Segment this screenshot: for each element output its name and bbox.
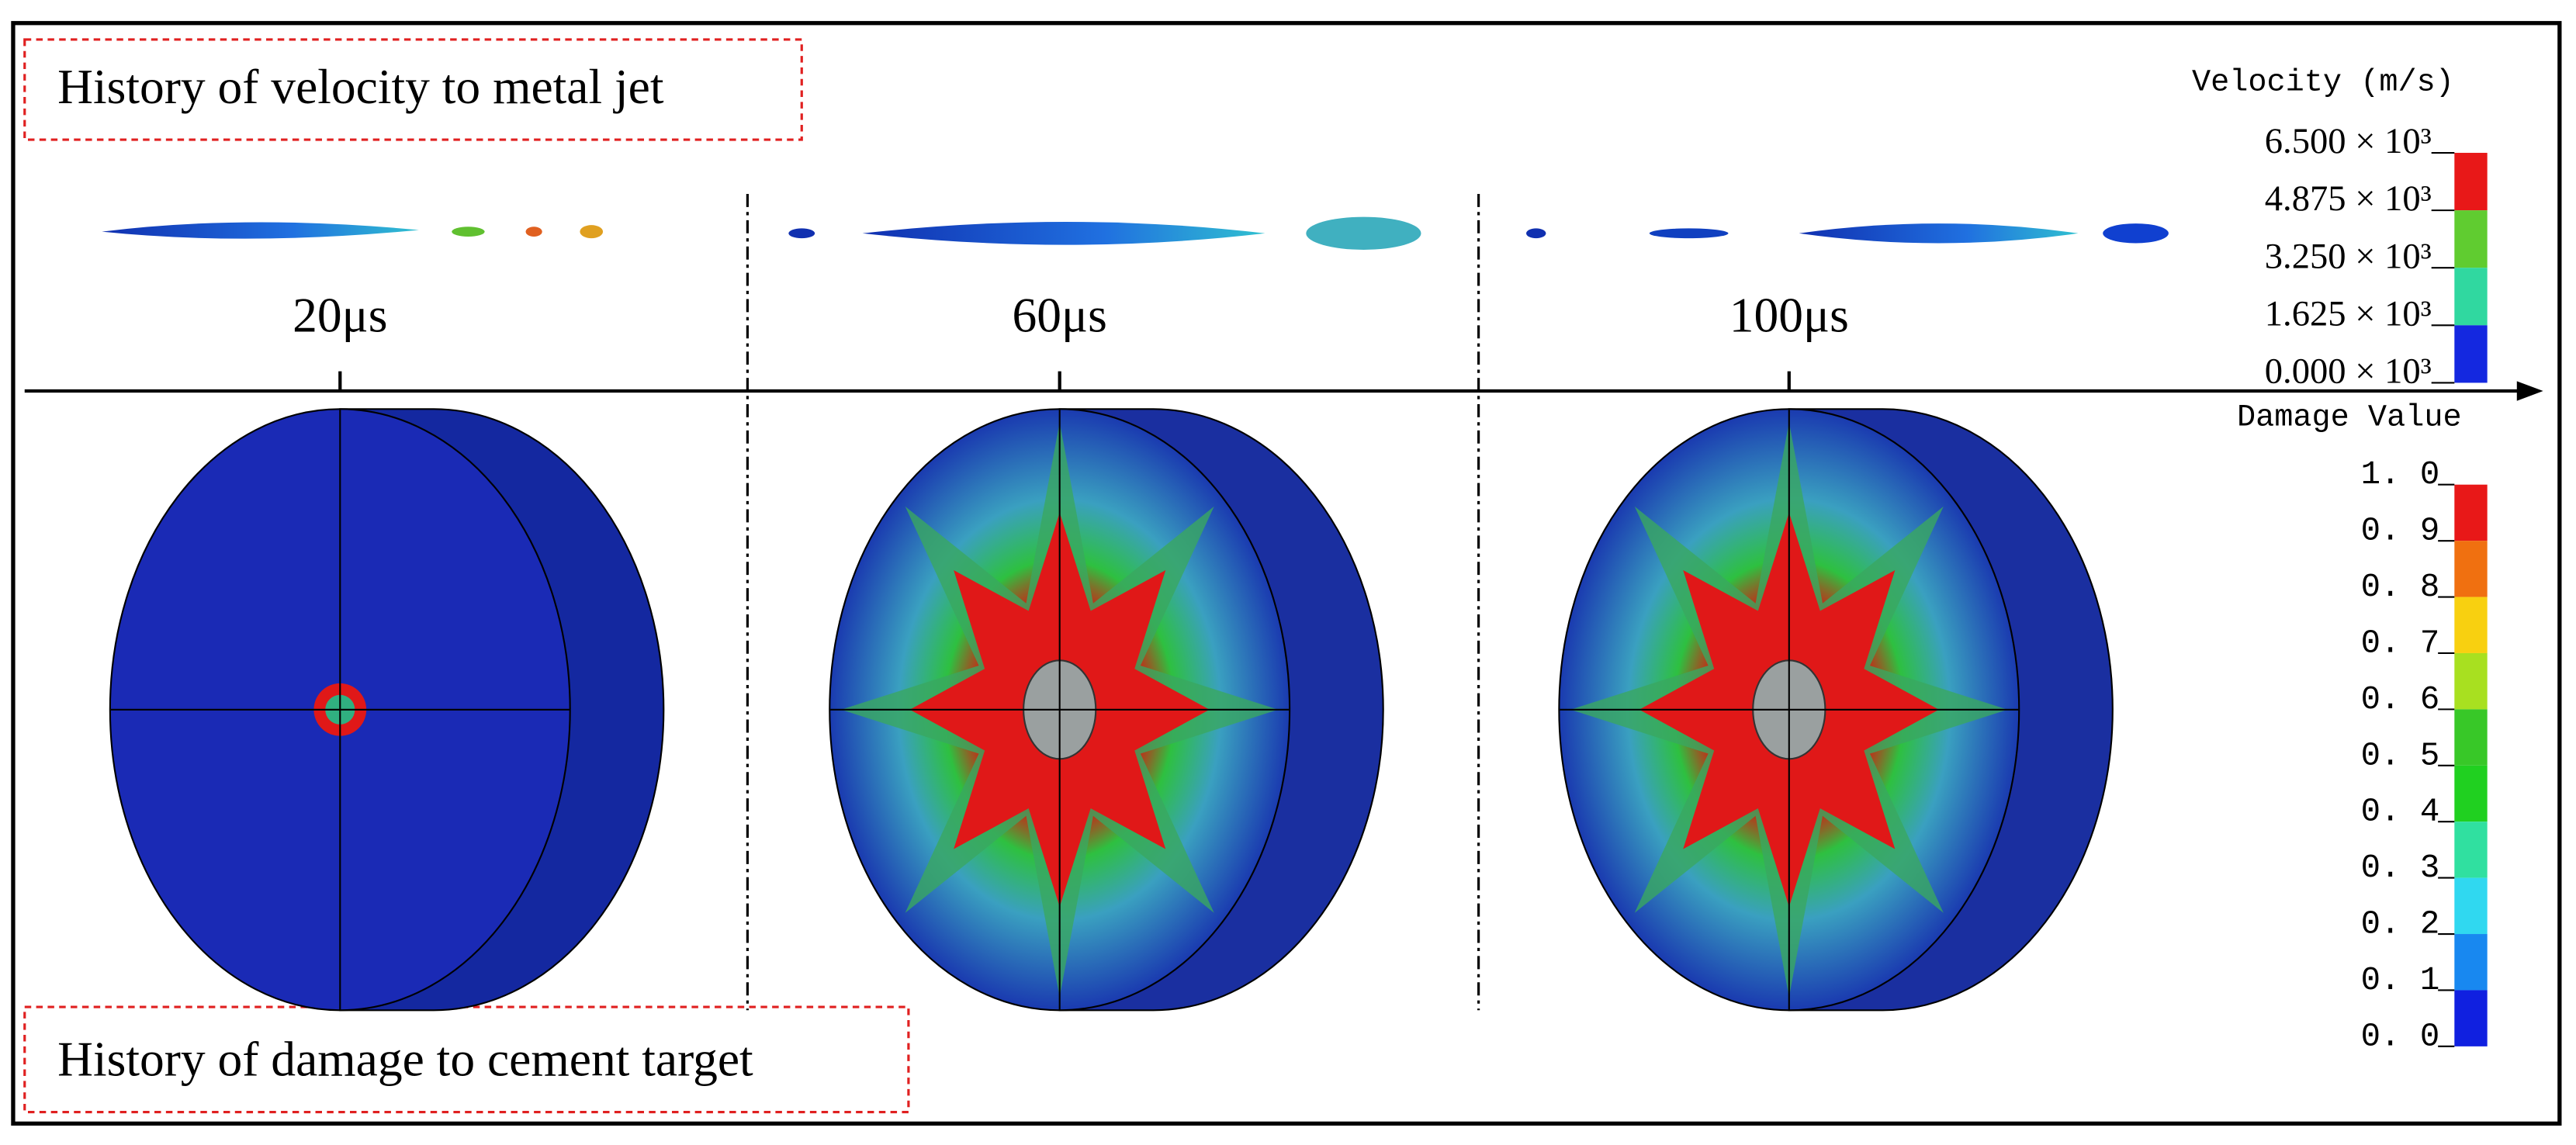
- jet: [452, 227, 485, 237]
- legend-label: 0. 9: [2361, 513, 2440, 550]
- legend-label: 0. 2: [2361, 906, 2440, 943]
- time-labels: 20μs 60μs 100μs: [293, 288, 1849, 392]
- time-label: 20μs: [293, 288, 387, 343]
- legend-label: 1.625 × 10³: [2265, 293, 2432, 334]
- jet: [788, 228, 815, 239]
- legend-swatch: [2454, 652, 2488, 710]
- time-label: 100μs: [1729, 288, 1849, 343]
- legend-label: 0. 4: [2361, 794, 2440, 831]
- jet: [580, 225, 604, 239]
- legend-swatch: [2454, 934, 2488, 991]
- frame: [11, 21, 2562, 1126]
- time-label: 60μs: [1013, 288, 1107, 343]
- legend-swatch: [2454, 822, 2488, 878]
- legend-title: Velocity (m/s): [2192, 66, 2454, 101]
- legend-label: 3.250 × 10³: [2265, 236, 2432, 276]
- legend-label: 0. 1: [2361, 962, 2440, 999]
- legend-swatch: [2454, 484, 2488, 541]
- legend-swatch: [2454, 541, 2488, 597]
- discs: [109, 408, 2114, 1012]
- legend-label: 6.500 × 10³: [2265, 121, 2432, 161]
- legend-label: 0. 0: [2361, 1018, 2440, 1055]
- legend-swatch: [2454, 325, 2488, 383]
- jet: [1526, 228, 1546, 239]
- jet: [1306, 216, 1421, 250]
- legend-swatch: [2454, 210, 2488, 268]
- label-box: [23, 38, 803, 141]
- jet: [862, 221, 1265, 245]
- legend-title: Damage Value: [2237, 401, 2462, 436]
- legend-label: 0.000 × 10³: [2265, 351, 2432, 392]
- jet: [1649, 228, 1729, 239]
- jet: [2103, 223, 2169, 244]
- legend-swatch: [2454, 597, 2488, 653]
- legend-label: 0. 5: [2361, 737, 2440, 774]
- legend-swatch: [2454, 268, 2488, 326]
- jet: [525, 227, 542, 237]
- jets: [102, 216, 2169, 250]
- legend-swatch: [2454, 990, 2488, 1046]
- legend-label: 0. 6: [2361, 681, 2440, 718]
- legend-label: 0. 7: [2361, 624, 2440, 662]
- legend-label: 0. 3: [2361, 849, 2440, 887]
- legend-swatch: [2454, 709, 2488, 766]
- velocity-heading: History of velocity to metal jet: [57, 59, 664, 114]
- legend-swatch: [2454, 765, 2488, 822]
- legend-swatch: [2454, 153, 2488, 211]
- legend-label: 1. 0: [2361, 456, 2440, 493]
- legend-label: 4.875 × 10³: [2265, 178, 2432, 219]
- legend-label: 0. 8: [2361, 569, 2440, 606]
- jet: [102, 222, 419, 239]
- jet: [1799, 223, 2079, 244]
- damage-heading: History of damage to cement target: [57, 1032, 753, 1087]
- legend-swatch: [2454, 877, 2488, 935]
- legends: Velocity (m/s) 6.500 × 10³ 4.875 × 10³ 3.25…: [2192, 66, 2488, 1055]
- arrow-head: [2516, 381, 2543, 401]
